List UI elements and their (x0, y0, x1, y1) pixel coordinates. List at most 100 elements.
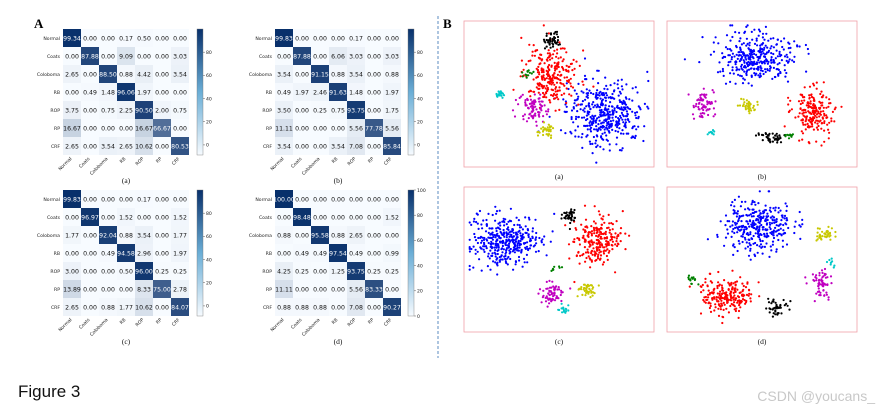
scatter-point (555, 30, 559, 33)
confusion-matrix-a: 99.34 0.00 0.00 0.17 0.50 0.00 0.000.00 87.88 0.… (37, 28, 212, 185)
scatter-point (706, 298, 709, 301)
scatter-point (583, 286, 586, 290)
scatter-point (732, 291, 735, 294)
scatter-point (766, 218, 769, 222)
scatter-point (729, 72, 732, 75)
scatter-point (820, 278, 823, 281)
scatter-point (596, 255, 600, 258)
scatter-point (751, 224, 754, 227)
matrix-value: 0.00 (331, 287, 345, 294)
matrix-cell (365, 101, 383, 119)
matrix-value: 94.58 (117, 251, 135, 258)
scatter-point (768, 226, 771, 229)
scatter-point (577, 251, 580, 254)
scatter-point (756, 55, 759, 59)
scatter-point (828, 258, 831, 262)
matrix-value: 10.62 (135, 305, 153, 312)
scatter-point (692, 106, 696, 109)
scatter-point (769, 210, 773, 213)
scatter-point (514, 263, 517, 266)
scatter-point (536, 134, 540, 137)
scatter-point (548, 77, 551, 80)
scatter-point (790, 108, 794, 111)
matrix-value: 0.00 (385, 197, 399, 204)
scatter-point (555, 33, 559, 36)
scatter-point (519, 232, 522, 235)
scatter-point (615, 240, 618, 243)
scatter-point (529, 239, 532, 242)
scatter-point (769, 59, 773, 62)
col-tick-label: Coloboma (301, 156, 322, 177)
scatter-point (556, 65, 560, 68)
matrix-value: 98.48 (293, 215, 311, 222)
scatter-point (577, 103, 580, 106)
scatter-point (502, 233, 505, 237)
scatter-point (780, 40, 783, 43)
matrix-value: 1.25 (331, 269, 345, 276)
scatter-point (745, 99, 749, 102)
scatter-point (482, 219, 485, 222)
scatter-point (759, 72, 762, 75)
scatter-point (579, 254, 582, 257)
scatter-point (810, 106, 814, 109)
scatter-point (811, 125, 814, 128)
scatter-point (505, 223, 508, 226)
scatter-point (794, 220, 797, 223)
scatter-point (759, 218, 763, 221)
scatter-point (708, 306, 712, 310)
scatter-point (609, 113, 612, 116)
scatter-point (543, 93, 546, 96)
scatter-point (532, 106, 535, 109)
col-tick-label: Coloboma (89, 317, 110, 338)
scatter-point (827, 232, 830, 235)
scatter-point (765, 232, 769, 235)
scatter-point (517, 239, 520, 242)
matrix-value: 2.65 (119, 144, 133, 151)
scatter-point (744, 200, 747, 203)
matrix-value: 0.00 (367, 305, 381, 312)
scatter-point (565, 214, 568, 217)
matrix-cell (347, 280, 365, 298)
scatter-point (551, 280, 554, 283)
scatter-point (538, 236, 541, 240)
matrix-value: 0.88 (119, 72, 133, 79)
scatter-point (758, 228, 761, 231)
scatter-point (526, 97, 529, 100)
matrix-cell (311, 280, 329, 298)
matrix-value: 3.54 (277, 144, 291, 151)
scatter-point (507, 255, 510, 259)
scatter-point (551, 127, 555, 130)
scatter-point (613, 236, 616, 239)
matrix-value: 99.83 (63, 197, 81, 204)
scatter-point (732, 282, 735, 285)
scatter-point (483, 250, 486, 253)
matrix-value: 99.83 (275, 36, 293, 43)
scatter-point (611, 116, 614, 119)
matrix-value: 0.50 (137, 36, 151, 43)
scatter-point (615, 136, 619, 139)
scatter-point (706, 285, 709, 288)
matrix-cell (383, 119, 401, 137)
scatter-point (750, 109, 753, 112)
scatter-point (606, 110, 609, 113)
scatter-point (734, 287, 737, 290)
scatter-point (741, 290, 744, 293)
scatter-point (509, 230, 512, 233)
scatter-point (477, 227, 480, 230)
scatter-point (493, 234, 496, 237)
matrix-value: 80.53 (171, 144, 189, 151)
scatter-point (570, 116, 573, 119)
col-tick-label: CRF (171, 317, 182, 328)
scatter-point (504, 254, 507, 258)
scatter-point (591, 243, 594, 246)
matrix-cell (275, 226, 293, 244)
scatter-point (540, 301, 543, 304)
scatter-point (500, 94, 503, 97)
scatter-point (562, 68, 565, 71)
scatter-point (508, 252, 511, 255)
scatter-point (815, 119, 818, 122)
scatter-point (706, 133, 709, 136)
scatter-point (793, 225, 796, 228)
matrix-cell (365, 119, 383, 137)
matrix-cell (117, 208, 135, 226)
